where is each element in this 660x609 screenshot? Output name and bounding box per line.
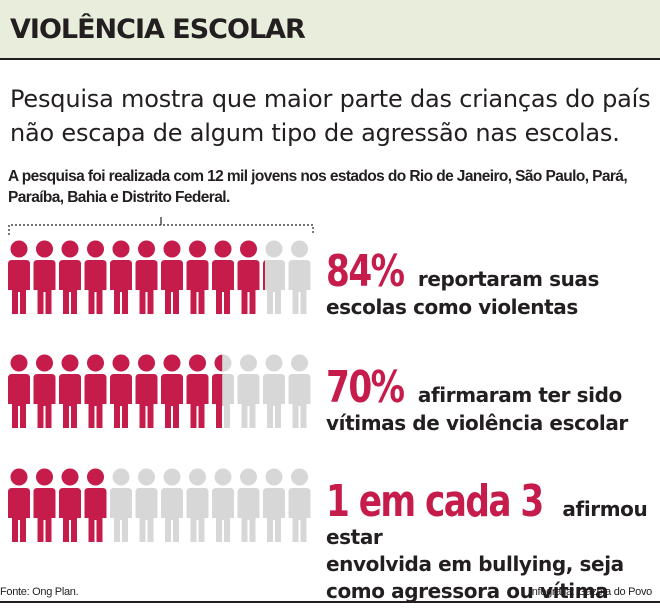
person-icon [135,354,158,428]
source-note: Fonte: Ong Plan. [0,586,79,598]
bracket-icon [8,217,314,235]
header-bar: VIOLÊNCIA ESCOLAR [0,0,660,60]
person-icon [263,468,285,542]
person-icon [59,468,81,542]
person-icon [135,240,158,314]
stat-line-1: afirmaram ter sido [417,383,622,407]
person-icon [33,354,56,428]
stat-text-victims: 70% afirmaram ter sido vítimas de violên… [326,366,656,437]
stat-text-bullying: 1 em cada 3 afirmou estar envolvida em b… [326,480,656,605]
person-icon [263,354,285,428]
stat-row-violent-schools [8,238,318,328]
credit-note: Infografia: Gazeta do Povo [528,586,652,598]
person-icon [84,240,107,314]
person-icon [110,354,132,428]
person-icons-row [8,468,311,542]
person-icon [161,240,183,314]
person-icon [8,240,30,314]
person-icon [84,468,107,542]
stat-row-bullying [8,466,318,556]
stat-highlight: 1 em cada 3 [326,476,544,527]
stat-highlight: 70% [326,362,405,413]
person-icons-row [8,240,311,314]
person-icon [237,354,260,428]
person-icon [161,354,183,428]
person-icons-row [8,354,311,428]
stat-line-2: vítimas de violência escolar [326,411,628,435]
stat-line-1: reportaram suas [417,267,600,291]
person-icon [212,468,234,542]
person-icon [186,468,209,542]
person-icon [263,240,285,314]
person-icon [84,354,107,428]
person-icon [186,354,209,428]
person-icon [33,468,56,542]
person-icon [8,354,30,428]
survey-note: A pesquisa foi realizada com 12 mil jove… [8,168,628,206]
stat-highlight: 84% [326,246,405,297]
person-icon [237,468,260,542]
person-icon [237,240,260,314]
person-icon [110,240,132,314]
person-icon [135,468,158,542]
person-icon [110,468,132,542]
stat-line-2: escolas como violentas [326,295,578,319]
person-icon [186,240,209,314]
stat-line-1: afirmou estar [326,497,648,549]
stat-line-3: como agressora ou vítima [326,579,609,603]
person-icon [59,354,81,428]
person-icon [33,240,56,314]
person-icon [212,240,234,314]
person-icon [288,240,311,314]
subtitle: Pesquisa mostra que maior parte das cria… [10,85,651,147]
footer-divider [0,601,660,603]
person-icon [8,468,30,542]
stat-text-violent-schools: 84% reportaram suas escolas como violent… [326,250,656,321]
person-icon [212,354,234,428]
person-icon [288,354,311,428]
person-icon [288,468,311,542]
stat-row-victims [8,352,318,442]
stat-line-2: envolvida em bullying, seja [326,552,624,576]
person-icon [161,468,183,542]
person-icon [59,240,81,314]
page-title: VIOLÊNCIA ESCOLAR [10,14,306,45]
